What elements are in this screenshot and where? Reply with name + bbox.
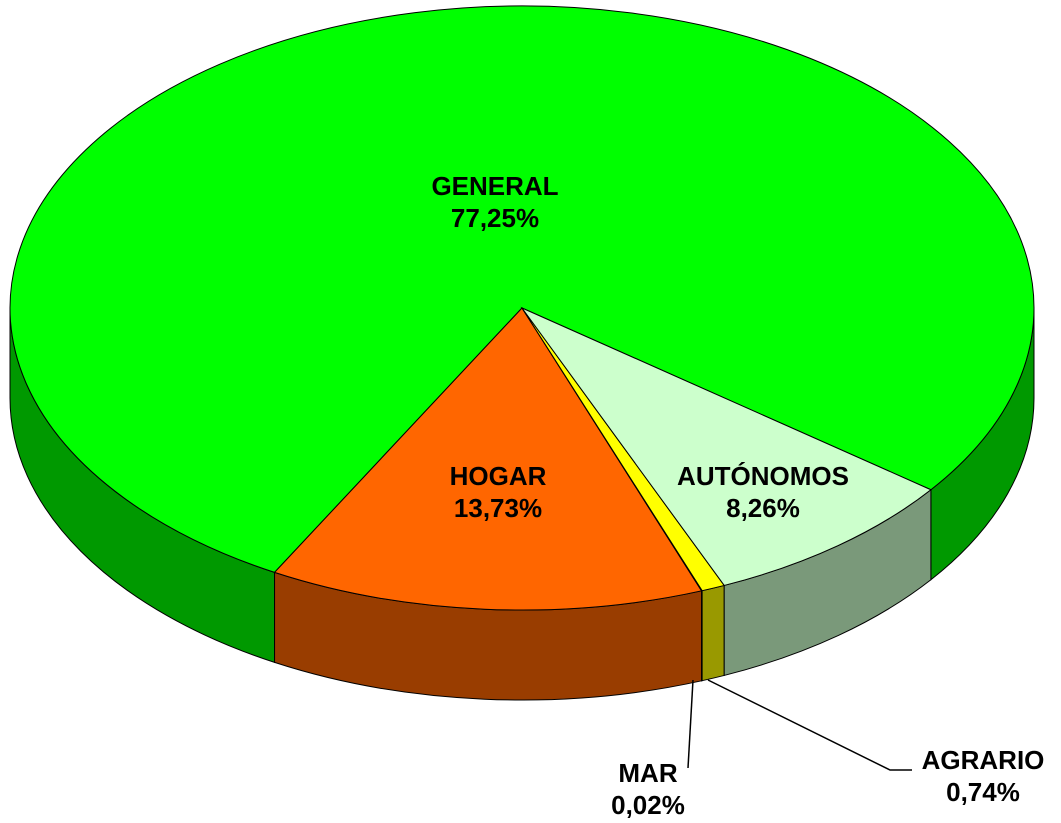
leader-line <box>707 679 912 771</box>
slice-label: GENERAL <box>431 171 558 201</box>
slice-label: HOGAR <box>450 461 547 491</box>
slice-side <box>701 584 725 682</box>
slice-value-label: 0,74% <box>946 777 1020 807</box>
slice-label: AUTÓNOMOS <box>677 461 849 491</box>
slice-value-label: 13,73% <box>454 493 542 523</box>
slice <box>520 306 932 587</box>
slice-value-label: 77,25% <box>451 203 539 233</box>
slice <box>9 5 1035 573</box>
slice-value-label: 8,26% <box>726 493 800 523</box>
leader-line <box>687 679 694 769</box>
slice-label: MAR <box>618 758 677 788</box>
slice <box>273 307 703 611</box>
slice-value-label: 0,02% <box>611 790 685 820</box>
slice-label: AGRARIO <box>922 745 1045 775</box>
